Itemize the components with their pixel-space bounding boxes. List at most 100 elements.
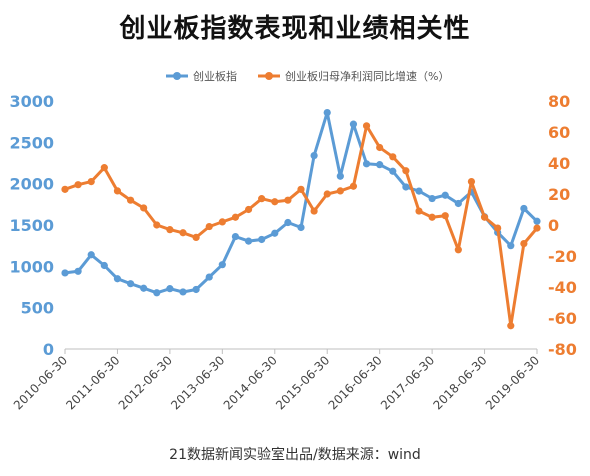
x-tick-label: 2011-06-30 (63, 353, 122, 412)
y-left-tick-label: 1000 (9, 257, 54, 276)
series-2-point (310, 207, 318, 215)
series-2-point (153, 221, 161, 229)
x-tick-label: 2015-06-30 (273, 353, 332, 412)
series-1-point (218, 261, 226, 269)
x-tick-label: 2014-06-30 (221, 353, 280, 412)
series-1-point (258, 235, 266, 244)
series-2-point (271, 198, 279, 206)
series-1-point (74, 267, 82, 275)
series-1-point (271, 229, 279, 237)
series-2-point (480, 213, 489, 221)
series-2-point (533, 224, 541, 232)
series-1-point (349, 120, 358, 128)
x-tick-label: 2016-06-30 (326, 353, 385, 412)
series-2-point (192, 233, 200, 241)
series-1-point (231, 232, 240, 241)
series-2-point (284, 196, 292, 204)
series-2-point (507, 322, 515, 330)
series-1-point (244, 237, 253, 245)
series-1-point (166, 285, 174, 293)
series-2-point (362, 122, 371, 130)
y-right-tick-label: 60 (548, 123, 570, 142)
series-2-point (520, 240, 528, 248)
y-right-tick-label: -40 (548, 278, 577, 297)
y-right-tick-label: -80 (548, 340, 577, 359)
y-left-tick-label: 500 (21, 299, 54, 318)
series-2-point (205, 222, 213, 231)
series-2-point (494, 224, 502, 232)
series-2-point (87, 178, 95, 186)
y-right-tick-label: -20 (548, 247, 577, 266)
series-2-point (323, 190, 331, 198)
series-1-point (205, 273, 213, 281)
series-1-point (454, 199, 462, 208)
series-2-point (297, 185, 305, 193)
series-1-point (100, 261, 108, 270)
series-2-point (389, 153, 397, 161)
series-2-point (376, 143, 384, 152)
series-1-point (389, 167, 397, 175)
chart-title: 创业板指数表现和业绩相关性 (119, 14, 471, 44)
series-1-point (140, 284, 148, 292)
series-1-point (61, 269, 69, 277)
series-2-point (467, 178, 476, 186)
series-2-point (61, 185, 69, 193)
series-1-point (126, 280, 135, 288)
x-tick-label: 2018-06-30 (430, 353, 489, 412)
series-2-point (218, 218, 226, 226)
series-1-point (310, 151, 318, 160)
series-1-point (441, 191, 449, 199)
series-1-point (362, 160, 371, 168)
series-1-point (336, 172, 344, 180)
series-2-point (126, 196, 135, 204)
series-1-point (376, 161, 384, 169)
y-left-tick-label: 0 (43, 340, 54, 359)
x-tick-label: 2017-06-30 (378, 353, 437, 412)
series-2-point (428, 213, 436, 221)
legend-marker-1 (173, 72, 181, 80)
series-2-point (166, 226, 174, 234)
y-left-tick-label: 3000 (9, 92, 54, 111)
series-1-point (192, 285, 200, 294)
y-left-tick-label: 2000 (9, 175, 54, 194)
series-1-point (520, 204, 528, 213)
series-1-point (153, 289, 161, 297)
series-1-point (402, 183, 410, 191)
series-1-point (179, 288, 187, 296)
legend-label-1: 创业板指 (193, 69, 237, 83)
series-2-point (74, 181, 82, 189)
series-2-point (244, 205, 253, 214)
y-right-tick-label: -60 (548, 309, 577, 328)
y-right-tick-label: 20 (548, 185, 570, 204)
series-2-point (258, 195, 266, 203)
series-2-point (336, 187, 344, 195)
x-tick-label: 2019-06-30 (483, 353, 542, 412)
series-2-point (231, 213, 240, 221)
x-tick-label: 2013-06-30 (168, 353, 227, 412)
series-1-point (284, 218, 292, 227)
legend-marker-2 (265, 72, 273, 80)
series-2-point (179, 229, 187, 237)
series-1-point (323, 108, 331, 117)
series-1-point (113, 275, 122, 283)
y-right-tick-label: 80 (548, 92, 570, 111)
series-2-point (402, 167, 410, 175)
series-1-point (533, 217, 541, 225)
series-1-point (87, 251, 95, 259)
y-right-tick-label: 40 (548, 154, 570, 173)
series-1-point (428, 194, 436, 203)
y-left-tick-label: 2500 (9, 133, 54, 152)
series-2-point (349, 182, 358, 190)
legend-label-2: 创业板归母净利润同比增速（%） (285, 69, 449, 83)
series-2-point (454, 246, 462, 254)
series-1-point (415, 187, 423, 195)
y-left-tick-label: 1500 (9, 216, 54, 235)
series-2-point (140, 204, 148, 212)
series-1-point (297, 223, 305, 232)
series-2-point (100, 164, 108, 172)
x-tick-label: 2012-06-30 (116, 353, 175, 412)
series-1-point (507, 242, 515, 250)
series-2-point (415, 207, 423, 215)
x-tick-label: 2010-06-30 (11, 353, 70, 412)
